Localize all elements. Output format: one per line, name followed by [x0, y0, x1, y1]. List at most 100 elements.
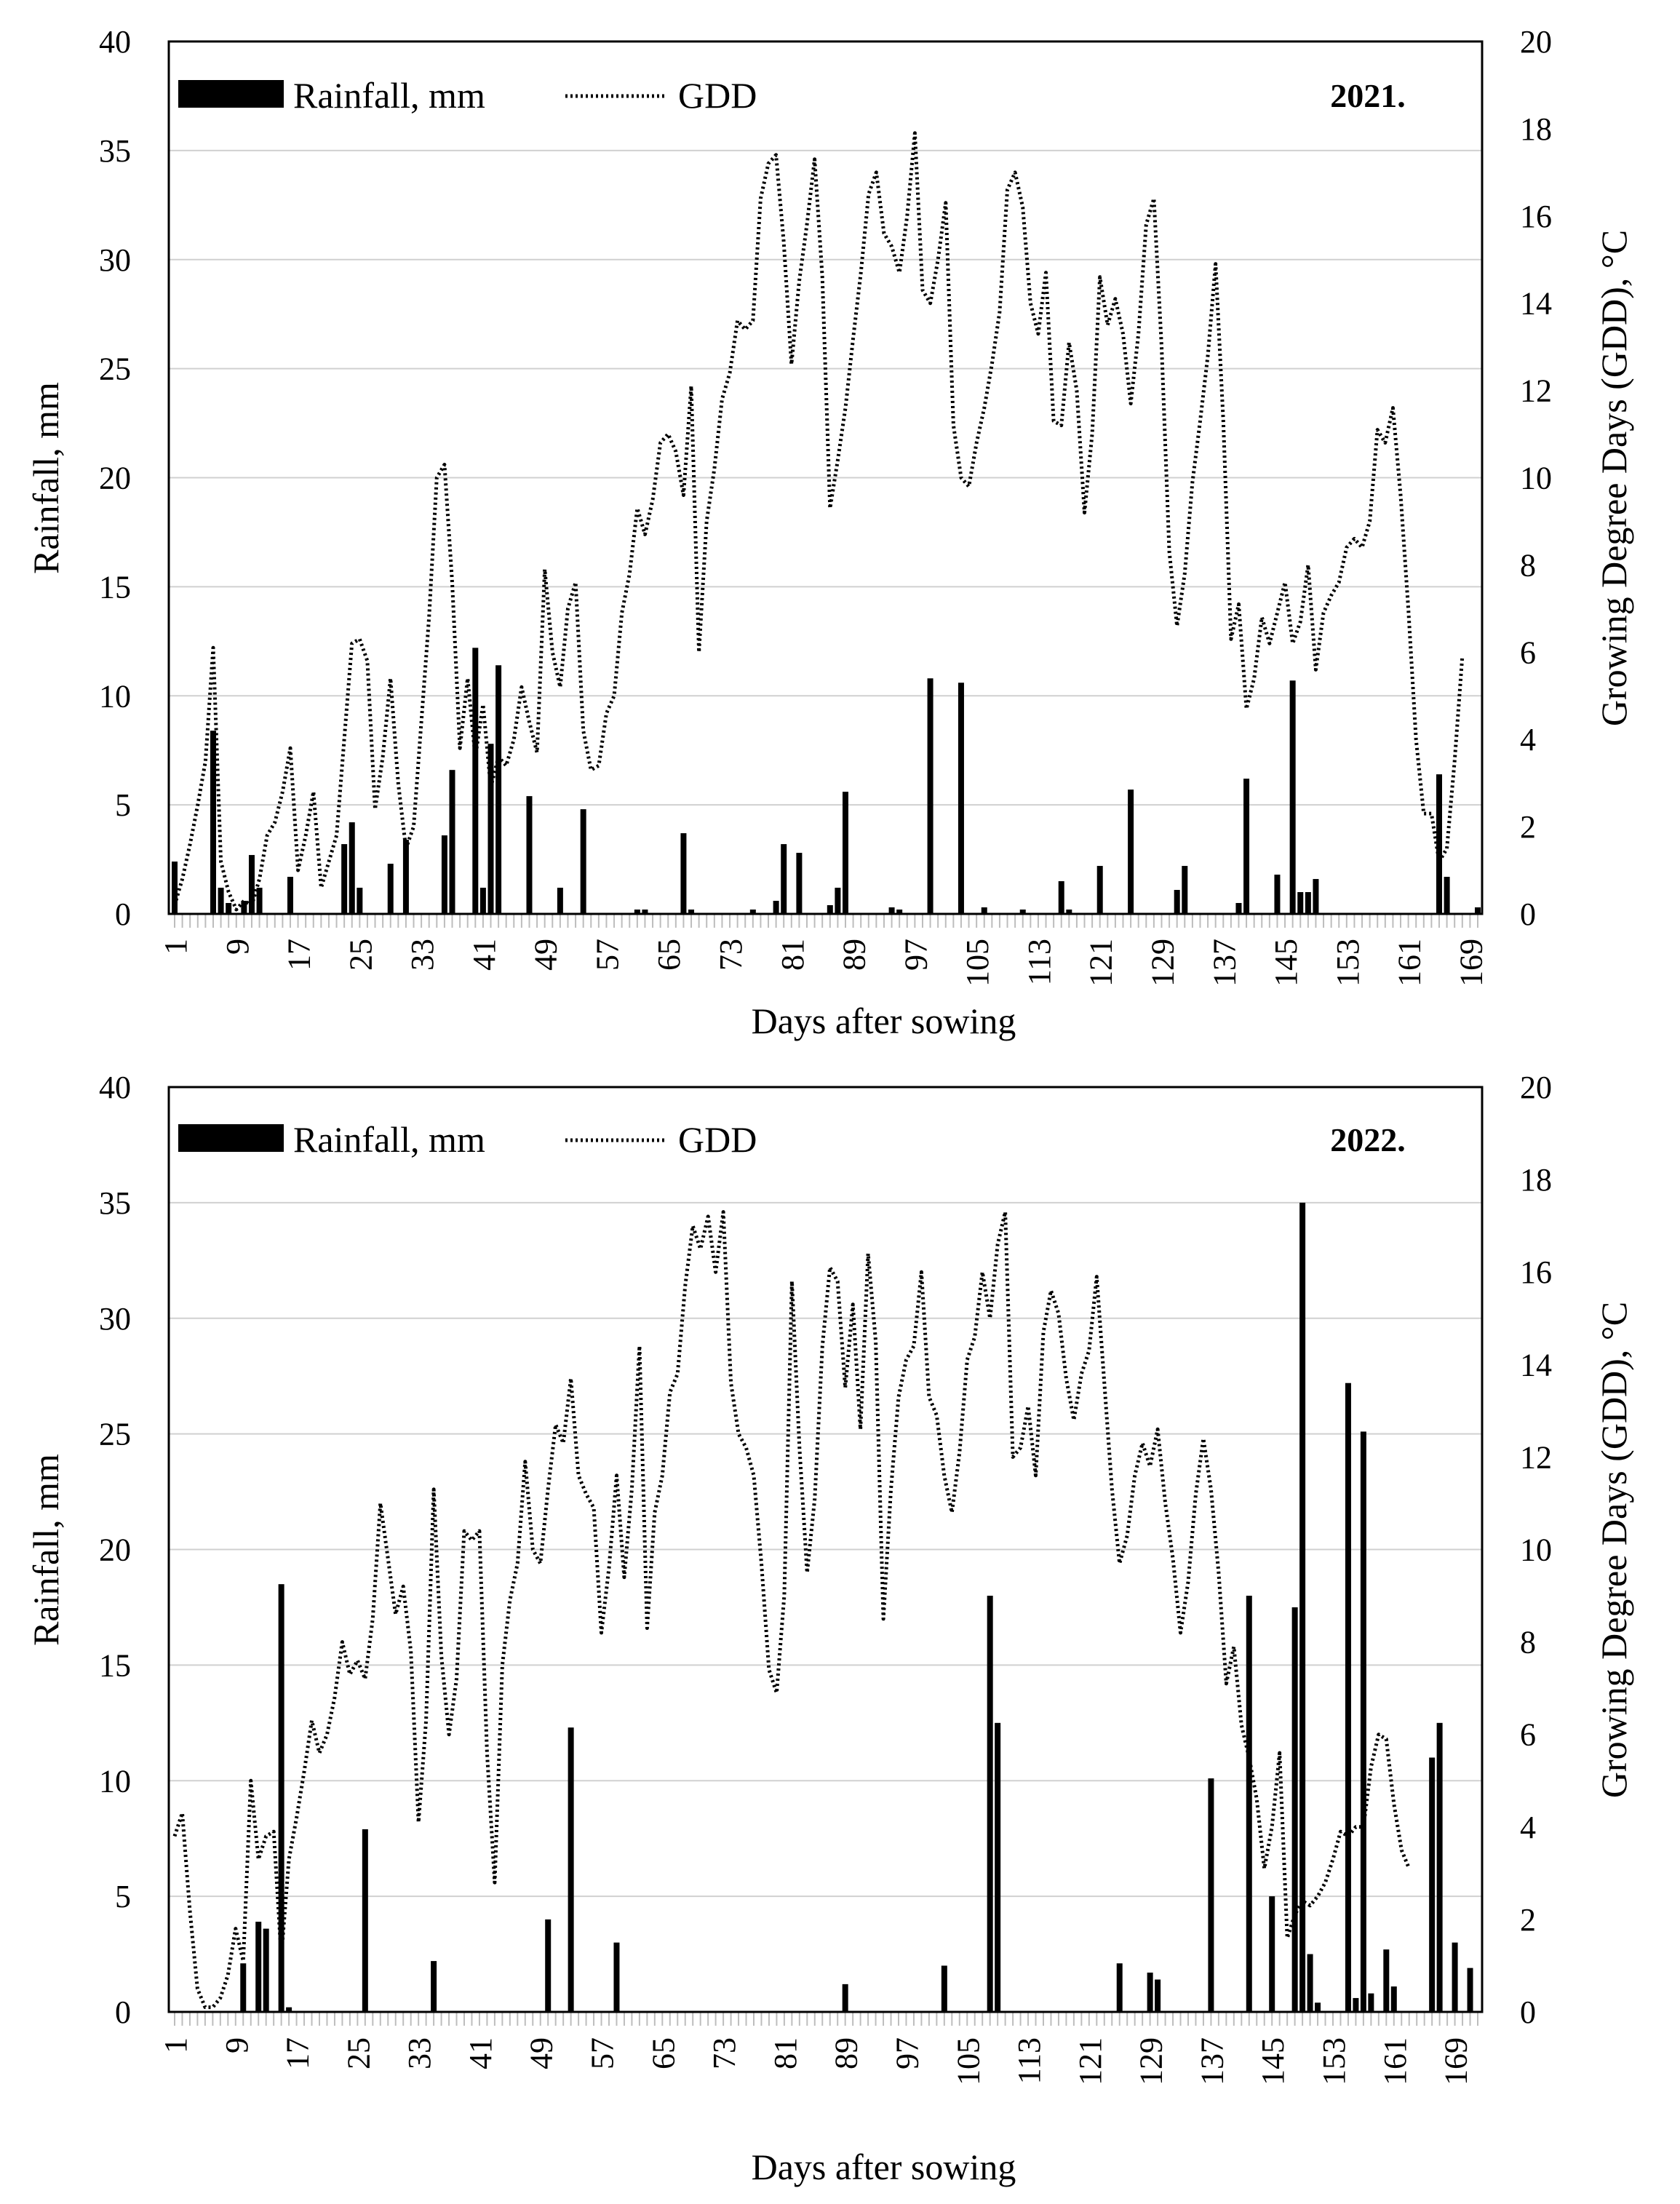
- rainfall-bar: [1289, 680, 1296, 914]
- rainfall-bar: [888, 907, 895, 914]
- legend-bar-swatch: [178, 1124, 284, 1152]
- x-tick-label: 17: [280, 2037, 316, 2069]
- x-tick-label: 73: [713, 939, 749, 971]
- x-tick-label: 25: [343, 939, 378, 971]
- rainfall-bar: [557, 888, 563, 914]
- x-tick-label: 57: [589, 939, 625, 971]
- x-tick-label: 153: [1316, 2037, 1352, 2085]
- x-tick-label: 65: [645, 2037, 681, 2069]
- rainfall-bar: [240, 1963, 247, 2012]
- rainfall-bar: [680, 833, 687, 914]
- rainfall-bar: [1019, 910, 1026, 914]
- rainfall-bar: [287, 877, 293, 914]
- y-right-tick-label: 2: [1520, 1902, 1536, 1938]
- rainfall-bar: [402, 840, 409, 914]
- y-left-tick-label: 35: [99, 1185, 131, 1221]
- rainfall-bar: [1353, 1997, 1359, 2012]
- x-tick-label: 137: [1194, 2037, 1230, 2085]
- x-tick-label: 9: [220, 939, 255, 955]
- x-tick-label: 169: [1438, 2037, 1474, 2085]
- rainfall-bar: [1155, 1979, 1161, 2012]
- y-right-tick-label: 20: [1520, 24, 1552, 60]
- rainfall-bar: [1147, 1972, 1153, 2012]
- legend-gdd-label: GDD: [678, 1119, 757, 1160]
- y-right-axis-title: Growing Degree Days (GDD), °C: [1593, 230, 1634, 726]
- y-left-axis-title: Rainfall, mm: [25, 382, 66, 574]
- rainfall-bar: [255, 1922, 262, 2012]
- y-right-tick-label: 12: [1520, 373, 1552, 409]
- rainfall-bar: [827, 905, 833, 914]
- x-tick-label: 105: [960, 939, 995, 987]
- rainfall-bar: [1208, 1778, 1214, 2012]
- y-left-tick-label: 5: [115, 787, 131, 823]
- rainfall-bar: [1243, 779, 1250, 914]
- x-tick-label: 1: [158, 2037, 194, 2053]
- y-left-tick-label: 40: [99, 1070, 131, 1105]
- rainfall-bar: [1383, 1949, 1390, 2012]
- y-right-tick-label: 16: [1520, 1254, 1552, 1290]
- legend-bar-swatch: [178, 80, 284, 108]
- x-tick-label: 153: [1330, 939, 1366, 987]
- y-left-tick-label: 25: [99, 351, 131, 387]
- gdd-line: [172, 1210, 1412, 2010]
- y-right-tick-label: 8: [1520, 547, 1536, 583]
- y-left-tick-label: 20: [99, 461, 131, 496]
- rainfall-bar: [613, 1942, 620, 2012]
- x-tick-label: 1: [158, 939, 194, 955]
- y-right-tick-label: 20: [1520, 1070, 1552, 1105]
- rainfall-bar: [210, 731, 216, 914]
- x-tick-label: 41: [466, 939, 502, 971]
- rainfall-bar: [580, 809, 586, 914]
- rainfall-bar: [1467, 1968, 1473, 2012]
- chart-year-label: 2022.: [1330, 1121, 1406, 1158]
- rainfall-bar: [1390, 1986, 1397, 2012]
- rainfall-bar: [896, 910, 903, 914]
- rainfall-bar: [927, 678, 933, 914]
- rainfall-bar: [1307, 1954, 1313, 2012]
- rainfall-bar: [526, 796, 533, 914]
- rainfall-bar: [1246, 1596, 1252, 2012]
- rainfall-bar: [1274, 875, 1281, 914]
- y-right-tick-label: 6: [1520, 1717, 1536, 1753]
- y-left-tick-label: 0: [115, 1994, 131, 2030]
- y-right-tick-label: 0: [1520, 896, 1536, 932]
- rainfall-bar: [431, 1961, 437, 2012]
- x-tick-label: 9: [219, 2037, 255, 2053]
- rainfall-bar: [545, 1919, 552, 2012]
- x-tick-label: 129: [1134, 2037, 1169, 2085]
- x-tick-label: 97: [889, 2037, 925, 2069]
- rainfall-bar: [958, 683, 964, 914]
- y-left-axis-title: Rainfall, mm: [25, 1454, 66, 1646]
- rainfall-bar: [495, 665, 502, 914]
- rainfall-bar: [1345, 1383, 1351, 2012]
- rainfall-bar: [1429, 1757, 1436, 2012]
- y-right-tick-label: 2: [1520, 809, 1536, 845]
- x-tick-label: 129: [1144, 939, 1180, 987]
- legend-gdd-label: GDD: [678, 75, 757, 116]
- rainfall-bar: [781, 844, 787, 914]
- rainfall-bar: [634, 910, 640, 914]
- rainfall-bar: [568, 1727, 574, 2012]
- x-tick-label: 105: [950, 2037, 986, 2085]
- chart-year-label: 2021.: [1330, 77, 1406, 114]
- rainfall-bar: [172, 862, 178, 914]
- rainfall-bar: [1128, 789, 1134, 914]
- x-tick-label: 81: [775, 939, 811, 971]
- y-right-tick-label: 4: [1520, 1810, 1536, 1845]
- y-right-tick-label: 18: [1520, 1162, 1552, 1198]
- rainfall-bar: [1116, 1963, 1123, 2012]
- x-tick-label: 41: [463, 2037, 498, 2069]
- rainfall-bar: [1315, 2002, 1321, 2012]
- y-right-tick-label: 4: [1520, 722, 1536, 757]
- x-tick-label: 169: [1453, 939, 1489, 987]
- y-right-tick-label: 16: [1520, 199, 1552, 234]
- rainfall-bar: [1368, 1993, 1374, 2012]
- rainfall-bar: [842, 1984, 848, 2012]
- rainfall-bar: [842, 792, 848, 914]
- rainfall-bar: [1235, 903, 1242, 914]
- chart-panel-2022: 0 5 10 15 20 25 30 35 40 0 2 4 6 8 10 12 14 16 18 20 1 9 17 25 3…: [25, 1070, 1634, 2187]
- rainfall-bar: [1452, 1942, 1458, 2012]
- rainfall-bar: [941, 1965, 947, 2012]
- gdd-line: [172, 131, 1465, 912]
- rainfall-bar: [1297, 892, 1304, 914]
